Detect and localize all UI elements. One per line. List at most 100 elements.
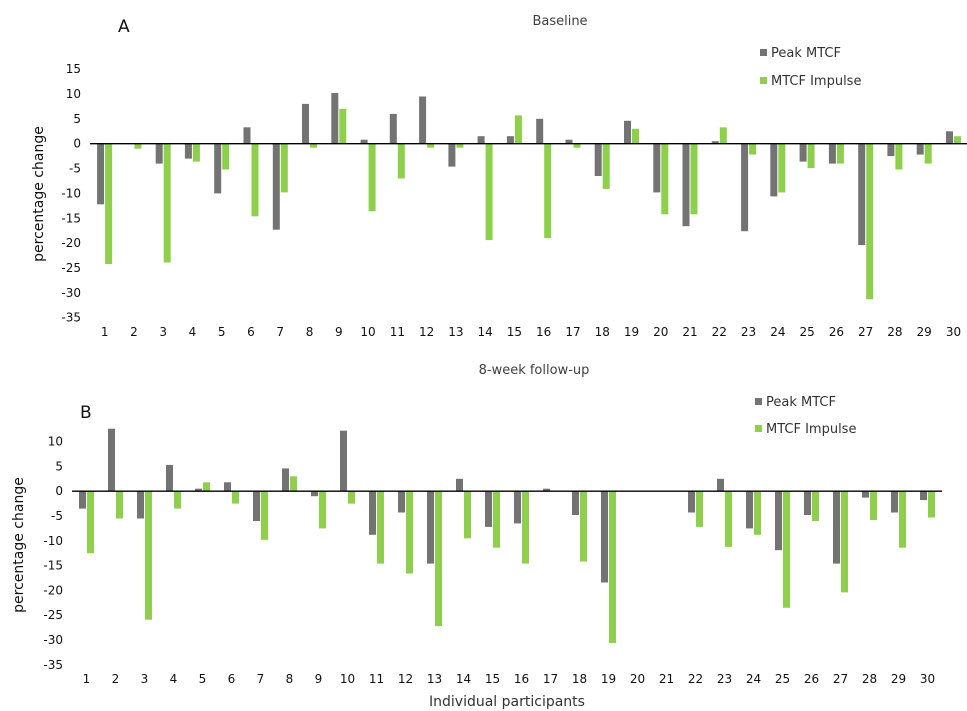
x-tick-label: 15 (507, 325, 522, 339)
y-tick-label: -5 (69, 162, 81, 176)
peak-mtcf-bar (485, 491, 492, 527)
mtcf-impulse-bar (280, 143, 288, 193)
x-tick-label: 26 (804, 672, 819, 686)
peak-mtcf-bar (601, 491, 608, 583)
peak-mtcf-bar (340, 430, 347, 492)
mtcf-impulse-bar (690, 143, 698, 215)
legend-peak-swatch (755, 398, 762, 405)
y-tick-label: -15 (61, 211, 81, 225)
panel-a-title: Baseline (532, 14, 587, 29)
x-tick-label: 26 (829, 325, 844, 339)
x-tick-label: 11 (390, 325, 405, 339)
mtcf-impulse-bar (348, 491, 355, 504)
peak-mtcf-bar (891, 491, 898, 513)
mtcf-impulse-bar (841, 491, 848, 593)
peak-mtcf-bar (360, 139, 368, 144)
mtcf-impulse-bar (778, 143, 786, 193)
y-tick-label: -20 (61, 236, 81, 250)
mtcf-impulse-bar (251, 143, 259, 217)
panel-a-y-axis-label: percentage change (31, 126, 47, 262)
legend-peak-swatch (760, 49, 767, 56)
panel-a-legend: Peak MTCF MTCF Impulse (760, 46, 861, 89)
panel-b-follow-up: B 8-week follow-up percentage change 105… (11, 363, 942, 710)
x-tick-label: 25 (775, 672, 790, 686)
x-tick-label: 5 (218, 325, 226, 339)
mtcf-impulse-bar (87, 491, 94, 554)
peak-mtcf-bar (946, 131, 953, 144)
y-tick-label: 0 (73, 137, 81, 151)
mtcf-impulse-bar (368, 143, 376, 212)
mtcf-impulse-bar (116, 491, 123, 519)
peak-mtcf-bar (741, 143, 749, 232)
x-tick-label: 3 (141, 672, 149, 686)
peak-mtcf-bar (799, 143, 807, 162)
mtcf-impulse-bar (924, 143, 932, 164)
peak-mtcf-bar (711, 141, 719, 144)
mtcf-impulse-bar (163, 143, 171, 263)
mtcf-impulse-bar (310, 143, 317, 148)
y-tick-label: 0 (55, 484, 63, 498)
y-tick-label: -35 (61, 311, 81, 325)
panel-b-title: 8-week follow-up (479, 363, 590, 378)
y-tick-label: -5 (51, 509, 63, 523)
peak-mtcf-bar (389, 113, 397, 144)
peak-mtcf-bar (331, 93, 339, 144)
panel-b-x-ticks: 1 2 3 4 5 6 7 8 9 10 11 12 13 14 15 16 17 18 19 20 21 22 23 24 2… (83, 672, 935, 686)
peak-mtcf-bar (184, 143, 192, 159)
x-tick-label: 10 (340, 672, 355, 686)
mtcf-impulse-bar (807, 143, 815, 169)
mtcf-impulse-bar (406, 491, 413, 574)
peak-mtcf-bar (302, 103, 309, 144)
mtcf-impulse-bar (522, 491, 529, 564)
peak-mtcf-bar (594, 143, 602, 176)
y-tick-label: -25 (43, 608, 63, 622)
mtcf-impulse-bar (397, 143, 405, 179)
x-tick-label: 24 (770, 325, 785, 339)
peak-mtcf-bar (427, 491, 434, 564)
x-tick-label: 23 (741, 325, 756, 339)
mtcf-impulse-bar (954, 136, 961, 144)
x-tick-label: 27 (858, 325, 873, 339)
mtcf-impulse-bar (749, 143, 757, 155)
mtcf-impulse-bar (456, 143, 464, 148)
x-tick-label: 16 (514, 672, 529, 686)
peak-mtcf-bar (775, 491, 782, 551)
x-tick-label: 19 (601, 672, 616, 686)
x-tick-label: 3 (159, 325, 167, 339)
panel-b-legend: Peak MTCF MTCF Impulse (755, 395, 856, 437)
x-tick-label: 24 (746, 672, 761, 686)
mtcf-impulse-bar (222, 143, 230, 170)
y-tick-label: 5 (73, 112, 81, 126)
legend-impulse-label: MTCF Impulse (766, 422, 856, 437)
x-tick-label: 12 (398, 672, 413, 686)
x-tick-label: 9 (335, 325, 343, 339)
mtcf-impulse-bar (339, 108, 347, 144)
y-tick-label: -10 (43, 534, 63, 548)
peak-mtcf-bar (448, 143, 456, 167)
x-tick-label: 19 (624, 325, 639, 339)
x-tick-label: 14 (478, 325, 493, 339)
peak-mtcf-bar (311, 491, 318, 497)
x-tick-label: 30 (920, 672, 935, 686)
y-tick-label: -35 (43, 658, 63, 672)
peak-mtcf-bar (477, 136, 485, 144)
x-tick-label: 29 (917, 325, 932, 339)
x-tick-label: 8 (286, 672, 294, 686)
x-tick-label: 1 (101, 325, 109, 339)
mtcf-impulse-bar (836, 143, 844, 164)
y-tick-label: -25 (61, 261, 81, 275)
peak-mtcf-bar (828, 143, 836, 164)
y-tick-label: 15 (66, 62, 81, 76)
x-tick-label: 28 (887, 325, 902, 339)
x-tick-label: 11 (369, 672, 384, 686)
panel-a-letter: A (118, 17, 130, 37)
y-tick-label: -20 (43, 583, 63, 597)
mtcf-impulse-bar (134, 143, 142, 149)
peak-mtcf-bar (398, 491, 405, 513)
x-tick-label: 12 (419, 325, 434, 339)
mtcf-impulse-bar (899, 491, 906, 548)
mtcf-impulse-bar (725, 491, 732, 547)
mtcf-impulse-bar (377, 491, 384, 564)
peak-mtcf-bar (155, 143, 163, 164)
panel-b-y-ticks: 10 5 0 -5 -10 -15 -20 -25 -30 -35 (43, 435, 63, 672)
